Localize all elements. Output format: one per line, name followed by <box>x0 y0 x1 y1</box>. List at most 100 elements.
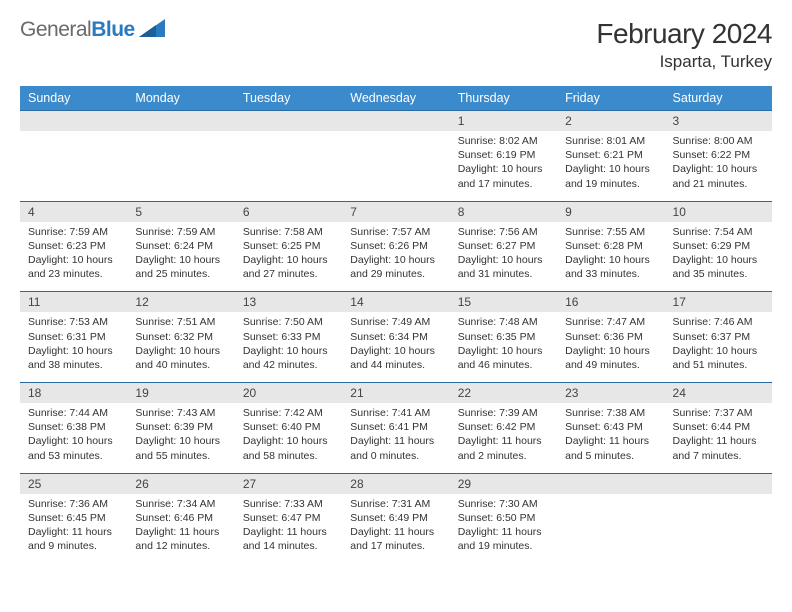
calendar-cell: 20Sunrise: 7:42 AMSunset: 6:40 PMDayligh… <box>235 383 342 474</box>
sunset-line: Sunset: 6:44 PM <box>673 420 764 434</box>
weekday-header: Wednesday <box>342 86 449 111</box>
day-number <box>665 474 772 494</box>
sunset-line: Sunset: 6:39 PM <box>135 420 226 434</box>
daylight-line: Daylight: 11 hours and 19 minutes. <box>458 525 549 553</box>
sunset-line: Sunset: 6:49 PM <box>350 511 441 525</box>
sunrise-line: Sunrise: 7:31 AM <box>350 497 441 511</box>
calendar-cell: 14Sunrise: 7:49 AMSunset: 6:34 PMDayligh… <box>342 292 449 383</box>
day-number: 26 <box>127 474 234 494</box>
daylight-line: Daylight: 11 hours and 14 minutes. <box>243 525 334 553</box>
calendar-cell: 17 Sunrise: 7:46 AMSunset: 6:37 PMDayligh… <box>665 292 772 383</box>
calendar-cell: 12Sunrise: 7:51 AMSunset: 6:32 PMDayligh… <box>127 292 234 383</box>
sunset-line: Sunset: 6:23 PM <box>28 239 119 253</box>
calendar-cell: 4Sunrise: 7:59 AMSunset: 6:23 PMDaylight… <box>20 201 127 292</box>
weekday-header: Friday <box>557 86 664 111</box>
sunrise-line: Sunrise: 7:30 AM <box>458 497 549 511</box>
calendar-cell: 15Sunrise: 7:48 AMSunset: 6:35 PMDayligh… <box>450 292 557 383</box>
sunrise-line: Sunrise: 7:58 AM <box>243 225 334 239</box>
day-number: 18 <box>20 383 127 403</box>
sunset-line: Sunset: 6:41 PM <box>350 420 441 434</box>
sunset-line: Sunset: 6:34 PM <box>350 330 441 344</box>
sunset-line: Sunset: 6:37 PM <box>673 330 764 344</box>
sunrise-line: Sunrise: 7:49 AM <box>350 315 441 329</box>
calendar-cell: 24Sunrise: 7:37 AMSunset: 6:44 PMDayligh… <box>665 383 772 474</box>
day-number <box>127 111 234 131</box>
calendar-cell: 8Sunrise: 7:56 AMSunset: 6:27 PMDaylight… <box>450 201 557 292</box>
sunrise-line: Sunrise: 7:44 AM <box>28 406 119 420</box>
day-body: Sunrise: 7:38 AMSunset: 6:43 PMDaylight:… <box>557 403 664 473</box>
day-body: Sunrise: 7:34 AMSunset: 6:46 PMDaylight:… <box>127 494 234 564</box>
calendar-cell: 21Sunrise: 7:41 AMSunset: 6:41 PMDayligh… <box>342 383 449 474</box>
day-body: Sunrise: 7:59 AMSunset: 6:23 PMDaylight:… <box>20 222 127 292</box>
day-body: Sunrise: 7:30 AMSunset: 6:50 PMDaylight:… <box>450 494 557 564</box>
daylight-line: Daylight: 11 hours and 7 minutes. <box>673 434 764 462</box>
calendar-cell: 19Sunrise: 7:43 AMSunset: 6:39 PMDayligh… <box>127 383 234 474</box>
day-body: Sunrise: 7:56 AMSunset: 6:27 PMDaylight:… <box>450 222 557 292</box>
day-body: Sunrise: 8:01 AMSunset: 6:21 PMDaylight:… <box>557 131 664 201</box>
sunset-line: Sunset: 6:38 PM <box>28 420 119 434</box>
sunset-line: Sunset: 6:47 PM <box>243 511 334 525</box>
month-title: February 2024 <box>596 18 772 50</box>
calendar-cell: 11Sunrise: 7:53 AMSunset: 6:31 PMDayligh… <box>20 292 127 383</box>
day-body: Sunrise: 7:48 AMSunset: 6:35 PMDaylight:… <box>450 312 557 382</box>
sunset-line: Sunset: 6:42 PM <box>458 420 549 434</box>
logo-part2: Blue <box>91 18 135 41</box>
sunrise-line: Sunrise: 8:00 AM <box>673 134 764 148</box>
calendar-week-row: 11Sunrise: 7:53 AMSunset: 6:31 PMDayligh… <box>20 292 772 383</box>
calendar-week-row: 25Sunrise: 7:36 AMSunset: 6:45 PMDayligh… <box>20 473 772 563</box>
calendar-cell: 28Sunrise: 7:31 AMSunset: 6:49 PMDayligh… <box>342 473 449 563</box>
sunset-line: Sunset: 6:43 PM <box>565 420 656 434</box>
daylight-line: Daylight: 11 hours and 12 minutes. <box>135 525 226 553</box>
daylight-line: Daylight: 10 hours and 38 minutes. <box>28 344 119 372</box>
sunset-line: Sunset: 6:21 PM <box>565 148 656 162</box>
day-number: 24 <box>665 383 772 403</box>
daylight-line: Daylight: 10 hours and 17 minutes. <box>458 162 549 190</box>
sunrise-line: Sunrise: 7:47 AM <box>565 315 656 329</box>
sunset-line: Sunset: 6:36 PM <box>565 330 656 344</box>
day-number: 23 <box>557 383 664 403</box>
daylight-line: Daylight: 10 hours and 46 minutes. <box>458 344 549 372</box>
day-number: 15 <box>450 292 557 312</box>
calendar-cell: 23Sunrise: 7:38 AMSunset: 6:43 PMDayligh… <box>557 383 664 474</box>
sunrise-line: Sunrise: 7:46 AM <box>673 315 764 329</box>
sunrise-line: Sunrise: 7:56 AM <box>458 225 549 239</box>
sunrise-line: Sunrise: 7:39 AM <box>458 406 549 420</box>
sunset-line: Sunset: 6:31 PM <box>28 330 119 344</box>
daylight-line: Daylight: 10 hours and 53 minutes. <box>28 434 119 462</box>
logo-part1: General <box>20 18 91 41</box>
logo: GeneralBlue <box>20 18 165 42</box>
calendar-cell: 29Sunrise: 7:30 AMSunset: 6:50 PMDayligh… <box>450 473 557 563</box>
day-number <box>342 111 449 131</box>
day-number: 19 <box>127 383 234 403</box>
day-number: 10 <box>665 202 772 222</box>
day-body: Sunrise: 8:02 AMSunset: 6:19 PMDaylight:… <box>450 131 557 201</box>
day-body: Sunrise: 7:37 AMSunset: 6:44 PMDaylight:… <box>665 403 772 473</box>
day-body: Sunrise: 7:41 AMSunset: 6:41 PMDaylight:… <box>342 403 449 473</box>
day-body <box>127 131 234 191</box>
day-body <box>665 494 772 554</box>
daylight-line: Daylight: 10 hours and 19 minutes. <box>565 162 656 190</box>
daylight-line: Daylight: 10 hours and 25 minutes. <box>135 253 226 281</box>
sunset-line: Sunset: 6:24 PM <box>135 239 226 253</box>
sunset-line: Sunset: 6:33 PM <box>243 330 334 344</box>
day-body: Sunrise: 7:54 AMSunset: 6:29 PMDaylight:… <box>665 222 772 292</box>
day-body: Sunrise: 7:50 AMSunset: 6:33 PMDaylight:… <box>235 312 342 382</box>
day-number: 6 <box>235 202 342 222</box>
daylight-line: Daylight: 10 hours and 55 minutes. <box>135 434 226 462</box>
sunrise-line: Sunrise: 7:41 AM <box>350 406 441 420</box>
day-body: Sunrise: 7:33 AMSunset: 6:47 PMDaylight:… <box>235 494 342 564</box>
calendar-cell: 16Sunrise: 7:47 AMSunset: 6:36 PMDayligh… <box>557 292 664 383</box>
calendar-week-row: 1Sunrise: 8:02 AMSunset: 6:19 PMDaylight… <box>20 111 772 202</box>
day-number: 17 <box>665 292 772 312</box>
day-number: 2 <box>557 111 664 131</box>
day-number: 25 <box>20 474 127 494</box>
daylight-line: Daylight: 10 hours and 42 minutes. <box>243 344 334 372</box>
calendar-cell: 7Sunrise: 7:57 AMSunset: 6:26 PMDaylight… <box>342 201 449 292</box>
day-body: Sunrise: 7:58 AMSunset: 6:25 PMDaylight:… <box>235 222 342 292</box>
daylight-line: Daylight: 10 hours and 58 minutes. <box>243 434 334 462</box>
day-number: 11 <box>20 292 127 312</box>
day-number: 8 <box>450 202 557 222</box>
day-number <box>557 474 664 494</box>
daylight-line: Daylight: 10 hours and 51 minutes. <box>673 344 764 372</box>
calendar-week-row: 18Sunrise: 7:44 AMSunset: 6:38 PMDayligh… <box>20 383 772 474</box>
